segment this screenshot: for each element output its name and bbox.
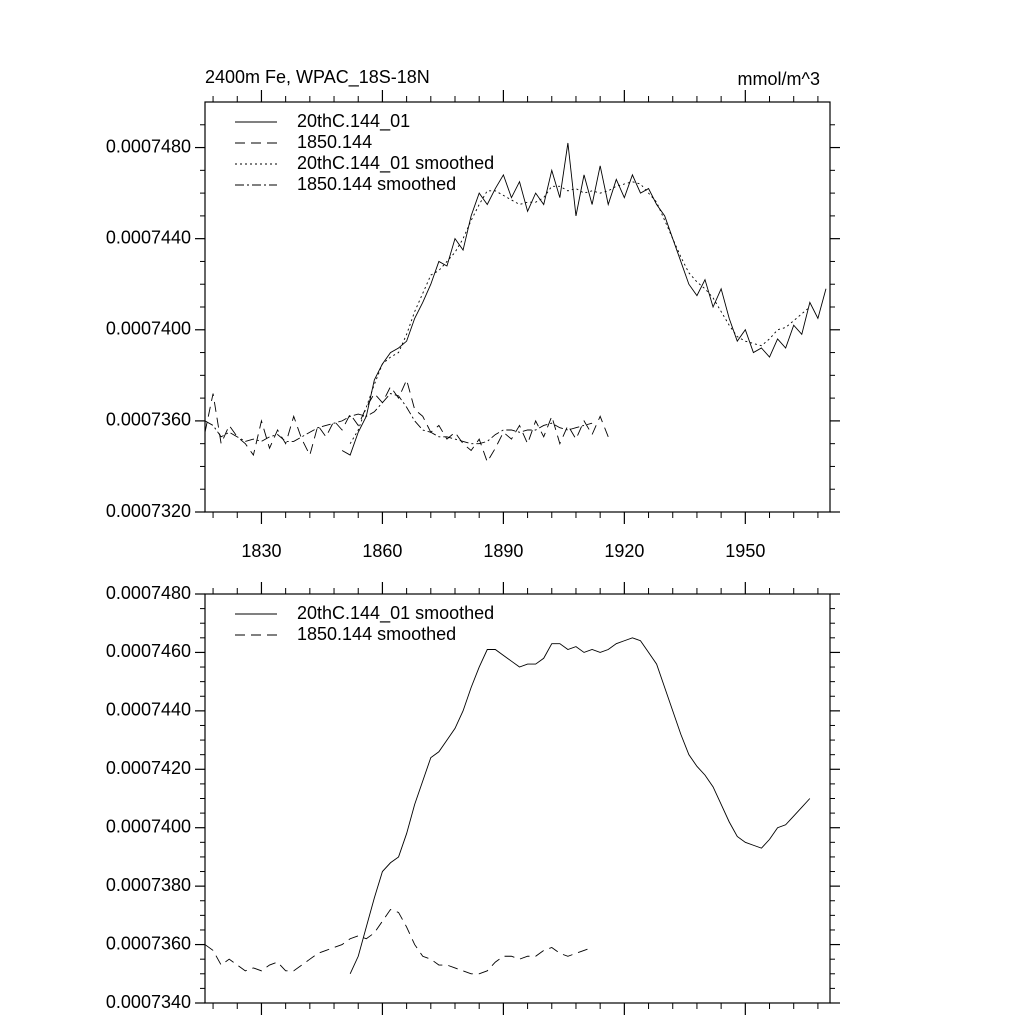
- series-line: [341, 142, 827, 456]
- x-tick-label: 1890: [483, 541, 523, 561]
- y-tick-label: 0.0007320: [106, 501, 191, 521]
- plot-frame: [204, 593, 831, 1004]
- legend-label: 1850.144: [297, 132, 372, 152]
- y-tick-label: 0.0007400: [106, 319, 191, 339]
- y-tick-label: 0.0007440: [106, 700, 191, 720]
- legend-label: 20thC.144_01 smoothed: [297, 153, 494, 174]
- y-tick-label: 0.0007360: [106, 933, 191, 953]
- series-line: [204, 393, 593, 445]
- y-tick-label: 0.0007420: [106, 758, 191, 778]
- units-label: mmol/m^3: [738, 69, 820, 89]
- legend-label: 1850.144 smoothed: [297, 174, 456, 194]
- y-tick-label: 0.0007340: [106, 992, 191, 1012]
- series-line: [349, 181, 811, 444]
- legend-label: 1850.144 smoothed: [297, 624, 456, 644]
- x-tick-label: 1920: [604, 541, 644, 561]
- y-tick-label: 0.0007460: [106, 641, 191, 661]
- y-tick-label: 0.0007480: [106, 583, 191, 603]
- x-tick-label: 1860: [362, 541, 402, 561]
- y-tick-label: 0.0007440: [106, 227, 191, 247]
- legend-label: 20thC.144_01 smoothed: [297, 603, 494, 624]
- chart-title: 2400m Fe, WPAC_18S-18N: [205, 67, 430, 88]
- y-tick-label: 0.0007360: [106, 410, 191, 430]
- legend-label: 20thC.144_01: [297, 111, 410, 132]
- series-line: [349, 637, 811, 974]
- x-tick-label: 1830: [241, 541, 281, 561]
- series-line: [204, 378, 609, 463]
- x-tick-label: 1950: [725, 541, 765, 561]
- y-tick-label: 0.0007380: [106, 875, 191, 895]
- y-tick-label: 0.0007400: [106, 816, 191, 836]
- series-line: [204, 908, 593, 975]
- y-tick-label: 0.0007480: [106, 136, 191, 156]
